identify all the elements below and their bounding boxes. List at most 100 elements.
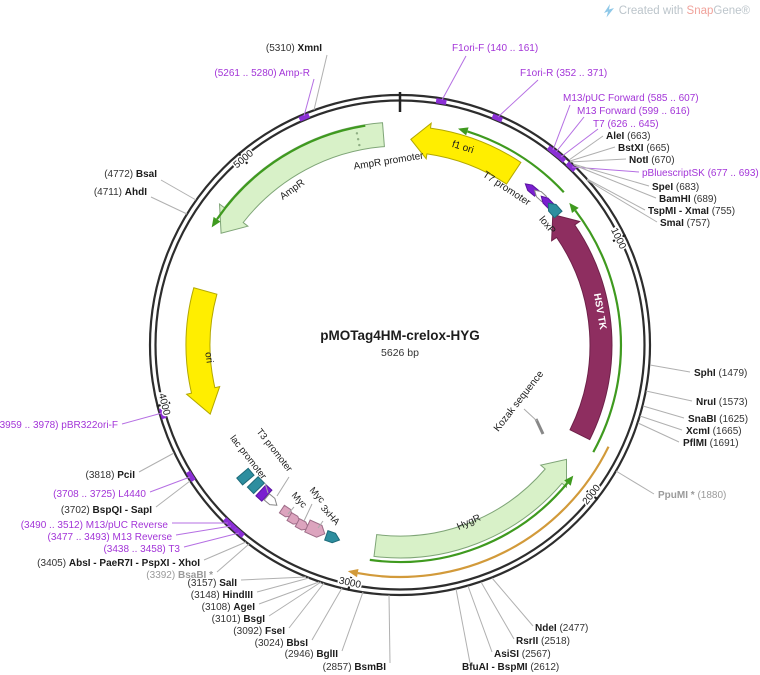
site-label-bsai: (4772) BsaI — [104, 169, 157, 180]
site-label-t7: T7 (626 .. 645) — [593, 119, 659, 130]
leader-line-t3 — [183, 532, 240, 548]
hygr-arrow — [373, 458, 567, 559]
promoter-arrow-white — [263, 493, 278, 506]
site-label-pflmi: PflMI (1691) — [683, 438, 739, 449]
primer-site-tick — [555, 152, 567, 163]
hsv-tk-orf-arrow — [574, 209, 623, 453]
leader-line-t7 — [560, 128, 599, 158]
ampr-split-dot — [356, 138, 360, 141]
t3-region-box-2 — [246, 475, 266, 495]
site-label-xmni: (5310) XmnI — [266, 43, 322, 54]
feature-label-myc-tag-2: Myc — [307, 485, 327, 505]
scale-tick — [156, 401, 171, 408]
leader-line-m13-forward — [555, 116, 585, 153]
feature-leader-line — [317, 520, 324, 529]
leader-line-bamhi — [573, 164, 657, 199]
ori-arrow — [185, 287, 221, 415]
feature-leader-line — [264, 482, 269, 494]
leader-line-m13-reverse — [175, 525, 232, 536]
lac-promoter-box — [255, 484, 273, 502]
site-label-tspmi-xmai: TspMI - XmaI (755) — [648, 206, 735, 217]
f1-region-orf-arrow — [467, 130, 565, 193]
leader-line-ahdi — [150, 196, 188, 215]
leader-line-smai — [586, 179, 658, 223]
site-label-rsrii: RsrII (2518) — [516, 636, 570, 647]
ampr-split-dot — [355, 132, 359, 135]
ampr-orf-arrow — [216, 124, 366, 220]
site-label-smai: SmaI (757) — [660, 218, 710, 229]
leader-line-bglii — [341, 591, 364, 652]
site-label-hindiii: (3148) HindIII — [191, 590, 253, 601]
leader-line-f1ori-f — [441, 55, 467, 101]
scale-tick — [612, 233, 627, 243]
feature-leader-line — [523, 408, 538, 422]
snapgene-logo-icon — [603, 4, 614, 18]
site-label-m13-reverse: (3477 .. 3493) M13 Reverse — [47, 532, 172, 543]
feature-label-myc-tag-1: Myc — [289, 490, 309, 510]
promoter-arrow-white-shape — [263, 493, 278, 506]
leader-line-bstxi — [569, 146, 616, 162]
leader-line-l4440 — [149, 476, 191, 493]
leader-line-bsabi — [216, 543, 250, 573]
site-label-amp-r: (5261 .. 5280) Amp-R — [214, 68, 310, 79]
hygr-orf-arrow — [369, 482, 569, 564]
credit-text: Created with SnapGene® — [618, 5, 750, 17]
site-label-t3: (3438 .. 3458) T3 — [103, 544, 180, 555]
site-label-sali: (3157) SalI — [188, 578, 238, 589]
leader-line-sphi — [649, 364, 691, 373]
leader-line-noti — [569, 158, 627, 163]
primer-site-tick — [222, 517, 234, 529]
site-label-ahdi: (4711) AhdI — [94, 187, 147, 198]
leader-line-tspmi-xmai — [586, 178, 646, 211]
primer-site-tick — [185, 470, 196, 482]
leader-line-bsmbi — [388, 594, 391, 664]
misc-feature-arc — [357, 446, 610, 579]
leader-line-ppumi — [615, 470, 655, 495]
credit-brand-snap: Snap — [686, 5, 714, 17]
loxp-arrow-2 — [324, 530, 341, 544]
hsv-tk-orf-arrow-head — [569, 202, 579, 213]
f1-ori-arrow — [410, 122, 522, 185]
ampr-orf-arrow-head — [211, 216, 221, 228]
plasmid-name: pMOTag4HM-crelox-HYG — [320, 328, 480, 343]
leader-line-spei — [572, 163, 650, 187]
myc-tag-arrow-2-shape — [286, 512, 302, 525]
site-label-snabi: SnaBI (1625) — [688, 414, 748, 425]
feature-label-ori: ori — [202, 351, 214, 364]
feature-leader-line — [303, 503, 313, 522]
lac-promoter-box-shape — [255, 484, 273, 502]
primer-site-tick — [298, 112, 311, 122]
leader-line-pbr322ori-f — [121, 412, 163, 425]
leader-line-bsgi — [268, 581, 322, 617]
loxp-arrow-shape — [547, 202, 563, 219]
site-label-sphi: SphI (1479) — [694, 368, 747, 379]
site-label-f1ori-r: F1ori-R (352 .. 371) — [520, 68, 607, 79]
scale-tick — [237, 152, 249, 165]
leader-line-pcii — [138, 452, 175, 473]
site-label-bglii: (2946) BglII — [285, 649, 339, 660]
ha-tag-arrow-shape — [304, 519, 326, 538]
feature-leader-line — [276, 476, 290, 497]
site-label-bspqi-sapi: (3702) BspQI - SapI — [61, 505, 152, 516]
loxp-arrow-2-shape — [324, 530, 341, 544]
ha-tag-arrow — [304, 519, 326, 538]
plasmid-size: 5626 bp — [381, 347, 419, 359]
site-label-l4440: (3708 .. 3725) L4440 — [53, 489, 146, 500]
site-label-agei: (3108) AgeI — [202, 602, 256, 613]
leader-line-nrui — [645, 390, 693, 402]
ampr-arrow — [218, 122, 385, 234]
myc-tag-arrow-2 — [286, 512, 302, 525]
site-label-xcmi: XcmI (1665) — [686, 426, 742, 437]
site-label-m13-puc-reverse: (3490 .. 3512) M13/pUC Reverse — [21, 520, 169, 531]
snapgene-credit: Created with SnapGene® — [603, 4, 750, 18]
leader-line-bsai — [160, 179, 197, 201]
hygr-orf-arrow-head — [564, 475, 574, 486]
site-label-bbsi: (3024) BbsI — [255, 638, 309, 649]
site-label-bsmbi: (2857) BsmBI — [323, 662, 387, 673]
site-label-spei: SpeI (683) — [652, 182, 699, 193]
leader-line-asisi — [467, 585, 493, 653]
site-label-bstxi: BstXI (665) — [618, 143, 670, 154]
leader-line-pbluescriptsk — [571, 166, 640, 173]
leader-line-amp-r — [303, 78, 315, 117]
